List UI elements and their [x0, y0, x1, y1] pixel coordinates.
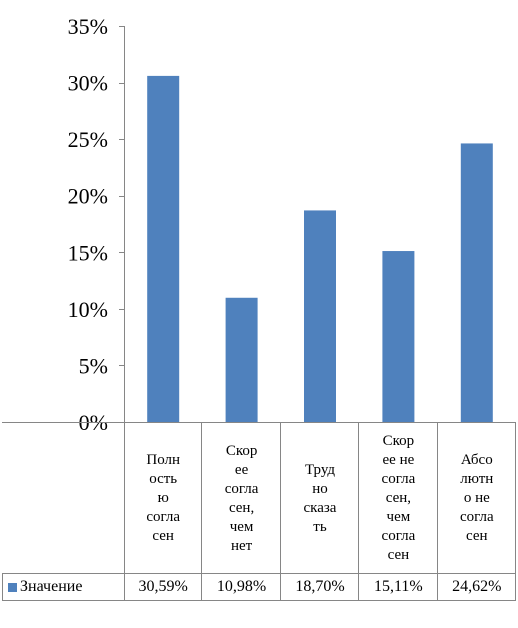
category-label: Скор ее согла сен, чем нет — [224, 442, 259, 554]
y-tick-label: 35% — [68, 14, 108, 39]
category-label: Труд но сказа ть — [303, 461, 337, 535]
bars — [147, 75, 493, 423]
category-label: Скор ее не согла сен, чем согла сен — [381, 433, 416, 563]
y-tick-label: 10% — [68, 297, 108, 322]
legend-label: Значение — [20, 578, 83, 595]
y-tick-label: 30% — [68, 71, 108, 96]
y-axis-ticks: 0%5%10%15%20%25%30%35% — [68, 14, 108, 435]
bar — [225, 297, 258, 422]
bar — [147, 75, 180, 423]
data-value-label: 30,59% — [138, 578, 188, 595]
category-label: Абсо лютн о не согла сен — [459, 452, 494, 544]
data-value-label: 15,11% — [374, 578, 423, 595]
data-value-label: 10,98% — [216, 578, 267, 595]
y-tick-label: 5% — [79, 353, 108, 378]
category-label: Полн ость ю согла сен — [146, 452, 181, 544]
legend-entry: Значение — [8, 574, 82, 600]
bar — [460, 143, 493, 422]
bar — [304, 210, 336, 422]
y-tick-label: 25% — [68, 127, 108, 152]
y-tick-label: 20% — [68, 184, 108, 209]
bar — [382, 251, 415, 422]
table-lines — [2, 26, 516, 601]
data-value-label: 18,70% — [295, 578, 345, 595]
legend-swatch — [8, 582, 17, 592]
data-value-label: 24,62% — [452, 578, 502, 595]
y-tick-label: 15% — [68, 240, 108, 265]
